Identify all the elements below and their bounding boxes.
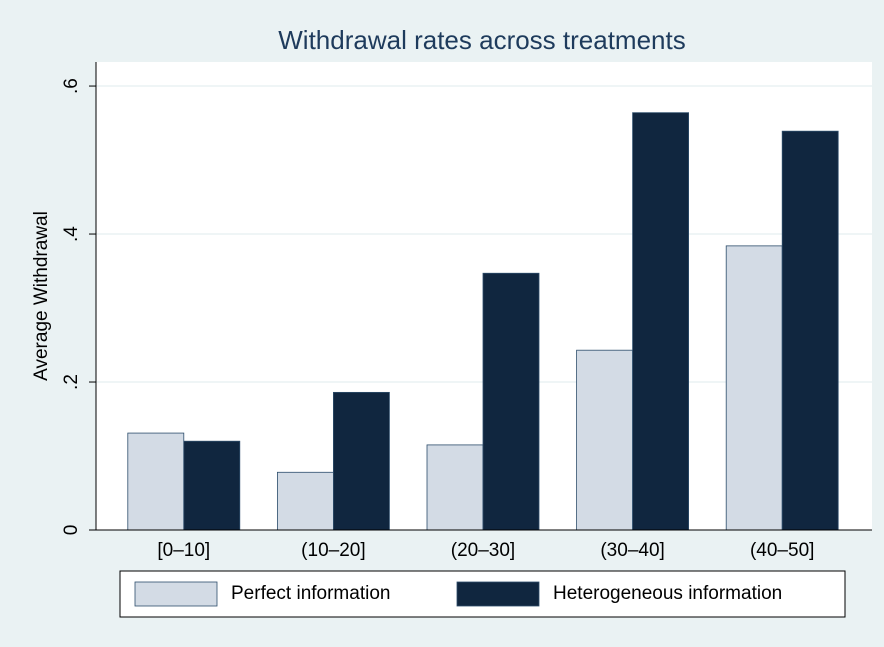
bar (482, 272, 540, 531)
y-tick-label: .2 (61, 374, 82, 390)
bar (276, 471, 334, 531)
y-tick-label: 0 (61, 525, 82, 536)
x-tick-label: (30–40] (600, 540, 664, 561)
bar (781, 130, 839, 531)
bar (426, 444, 484, 531)
bar (632, 112, 689, 531)
legend-label: Heterogeneous information (553, 583, 782, 604)
x-tick-label: (40–50] (750, 540, 814, 561)
x-tick-label: (10–20] (301, 540, 365, 561)
bar (576, 349, 633, 531)
bar (183, 440, 241, 531)
legend-label: Perfect information (231, 583, 390, 604)
bar (725, 245, 783, 531)
bar (127, 432, 185, 531)
legend-swatch (456, 581, 540, 607)
y-tick-label: .4 (61, 226, 82, 242)
x-tick-label: [0–10] (157, 540, 210, 561)
chart-title: Withdrawal rates across treatments (278, 25, 685, 55)
bar (332, 391, 390, 531)
y-axis-title: Average Withdrawal (31, 211, 52, 381)
y-tick-label: .6 (61, 78, 82, 94)
legend (119, 570, 846, 618)
legend-swatch (134, 581, 218, 607)
x-tick-label: (20–30] (451, 540, 515, 561)
